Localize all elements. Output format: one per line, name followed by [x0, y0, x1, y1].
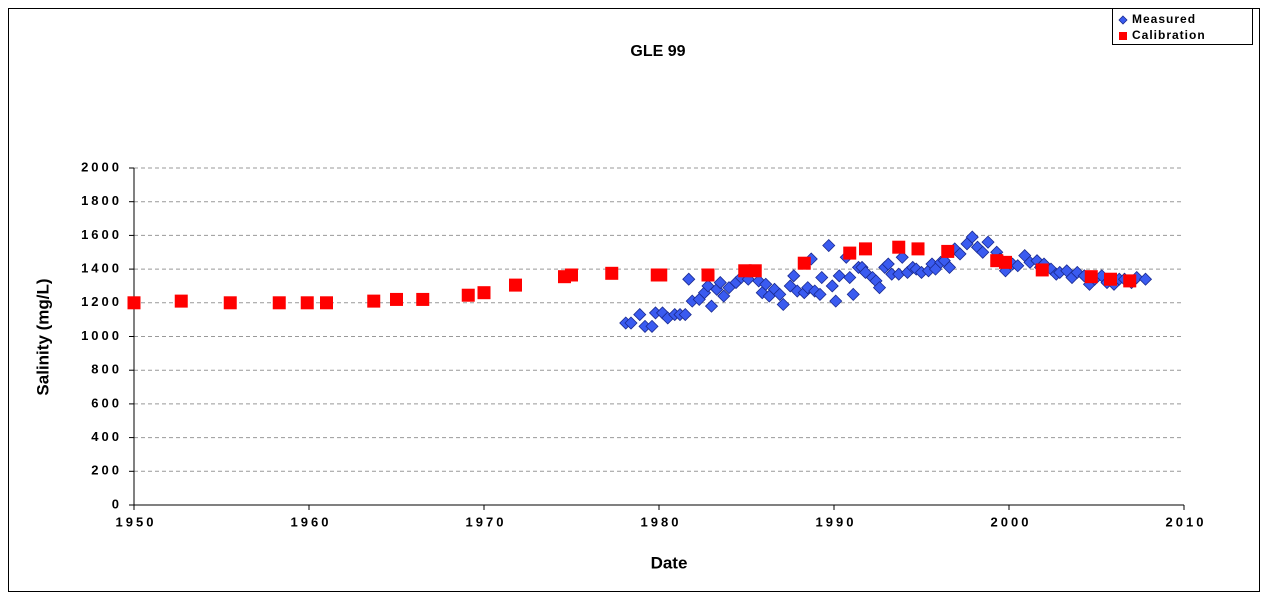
point	[881, 257, 895, 271]
point	[1138, 272, 1153, 286]
x-tick-label: 1950	[116, 514, 157, 529]
y-tick-label: 1000	[81, 328, 122, 343]
point	[461, 288, 475, 302]
y-tick-label: 1200	[81, 294, 122, 309]
x-tick-label: 2000	[991, 514, 1032, 529]
point	[892, 240, 906, 254]
point	[815, 270, 829, 285]
y-tick-label: 800	[91, 362, 122, 377]
point	[367, 294, 381, 308]
point	[633, 308, 647, 322]
point	[941, 244, 955, 258]
point	[300, 296, 314, 310]
point	[1035, 263, 1049, 277]
point	[843, 270, 857, 285]
point	[320, 296, 333, 310]
y-tick-label: 1600	[81, 227, 122, 242]
point	[965, 230, 979, 244]
y-tick-label: 2000	[81, 159, 122, 174]
legend-label: Calibration	[1132, 28, 1206, 42]
point	[654, 268, 668, 282]
point	[624, 316, 638, 330]
point	[1011, 259, 1025, 273]
point	[748, 264, 762, 278]
point	[605, 266, 619, 280]
point	[773, 287, 787, 301]
x-tick-label: 1990	[816, 514, 857, 529]
legend	[1112, 8, 1253, 45]
y-tick-label: 0	[112, 496, 122, 511]
point	[565, 268, 578, 282]
y-axis-label: Salinity (mg/L)	[33, 278, 52, 395]
point	[127, 296, 141, 310]
point	[509, 278, 522, 292]
point	[942, 260, 957, 274]
y-tick-label: 1800	[81, 193, 122, 208]
point	[829, 294, 843, 308]
point	[822, 238, 836, 253]
point	[813, 287, 827, 301]
point	[759, 277, 773, 291]
point	[174, 294, 188, 308]
x-tick-label: 1980	[641, 514, 682, 529]
point	[738, 264, 752, 278]
point	[797, 256, 811, 270]
point	[846, 287, 860, 301]
y-tick-label: 1400	[81, 261, 122, 276]
point	[717, 289, 731, 303]
point	[825, 279, 839, 293]
point	[682, 272, 696, 286]
point	[999, 255, 1012, 269]
chart-title: GLE 99	[630, 43, 685, 60]
point	[713, 276, 727, 290]
point	[704, 299, 719, 313]
point	[911, 242, 925, 256]
y-tick-label: 200	[91, 463, 122, 478]
x-tick-label: 1960	[291, 514, 332, 529]
legend-label: Measured	[1132, 12, 1196, 26]
point	[832, 269, 846, 283]
point	[1084, 270, 1098, 284]
point	[843, 246, 857, 260]
point	[678, 308, 692, 322]
point	[1123, 274, 1137, 288]
point	[787, 269, 801, 283]
y-tick-label: 600	[91, 395, 122, 410]
point	[776, 297, 790, 312]
chart-frame	[8, 8, 1260, 592]
point	[1104, 272, 1117, 286]
point	[976, 245, 990, 259]
point	[859, 242, 872, 256]
point	[272, 296, 286, 310]
point	[416, 292, 430, 306]
point	[645, 319, 659, 333]
point	[953, 247, 967, 261]
point	[981, 235, 995, 249]
point	[701, 268, 715, 282]
x-tick-label: 2010	[1166, 514, 1207, 529]
legend-marker	[1119, 32, 1127, 40]
x-tick-label: 1970	[466, 514, 507, 529]
x-axis-label: Date	[651, 553, 688, 572]
point	[895, 250, 909, 264]
point	[477, 286, 491, 300]
point	[390, 292, 403, 306]
legend-marker	[1118, 15, 1128, 25]
y-tick-label: 400	[91, 429, 122, 444]
point	[872, 281, 887, 295]
point	[223, 296, 237, 310]
